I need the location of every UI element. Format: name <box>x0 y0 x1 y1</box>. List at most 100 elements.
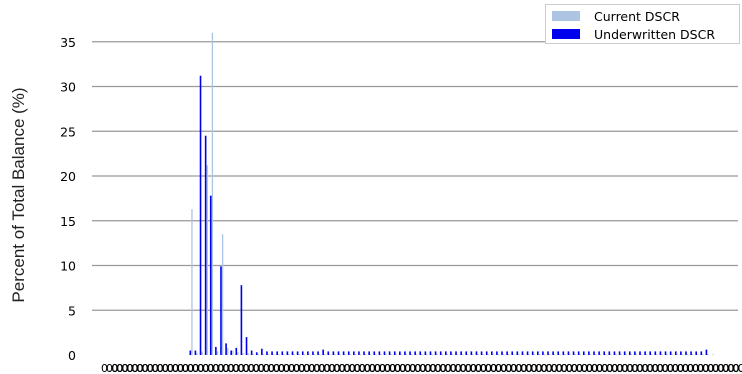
x-tick-label: 0.0 <box>712 362 730 374</box>
x-tick-label: 0.0 <box>328 362 346 374</box>
bar-current-dscr <box>574 354 576 355</box>
x-tick-label: 0.0 <box>500 362 518 374</box>
bar-current-dscr <box>518 354 520 355</box>
bar-underwritten-dscr <box>255 352 258 355</box>
x-tick-label: 0.0 <box>490 362 508 374</box>
bar-underwritten-dscr <box>409 351 411 355</box>
x-tick-label: 0.0 <box>636 362 654 374</box>
x-tick-label: 0.0 <box>439 362 457 374</box>
y-tick-label: 30 <box>60 80 76 95</box>
bar-current-dscr <box>579 354 581 355</box>
bar-current-dscr <box>538 354 541 355</box>
bar-current-dscr <box>334 354 336 355</box>
bar-underwritten-dscr <box>439 351 442 355</box>
bar-current-dscr <box>554 354 556 355</box>
bar-current-dscr <box>196 353 198 355</box>
bar-underwritten-dscr <box>194 350 197 355</box>
bar-underwritten-dscr <box>567 351 570 355</box>
x-tick-label: 0.0 <box>429 362 447 374</box>
x-tick-label: 0.0 <box>273 362 291 374</box>
bar-underwritten-dscr <box>317 351 319 355</box>
x-tick-label: 0.0 <box>359 362 377 374</box>
bar-underwritten-dscr <box>598 351 600 355</box>
bar-current-dscr <box>354 354 357 355</box>
bar-underwritten-dscr <box>215 346 217 355</box>
bar-underwritten-dscr <box>322 349 324 355</box>
x-tick-label: 0.0 <box>131 362 149 374</box>
bar-current-dscr <box>446 354 449 355</box>
x-tick-label: 0.0 <box>480 362 498 374</box>
x-tick-label: 0.0 <box>268 362 286 374</box>
bar-underwritten-dscr <box>312 351 314 355</box>
x-tick-label: 0.0 <box>162 362 180 374</box>
bar-underwritten-dscr <box>337 351 340 355</box>
bar-current-dscr <box>191 209 193 355</box>
bar-current-dscr <box>247 353 249 355</box>
x-tick-label: 0.0 <box>182 362 200 374</box>
bar-current-dscr <box>692 354 694 355</box>
x-tick-label: 0.0 <box>343 362 361 374</box>
bar-current-dscr <box>257 354 260 355</box>
bar-underwritten-dscr <box>450 351 452 355</box>
bar-current-dscr <box>559 354 561 355</box>
x-tick-label: 0.0 <box>657 362 675 374</box>
bar-current-dscr <box>702 354 704 355</box>
x-tick-label: 0.0 <box>136 362 154 374</box>
x-tick-label: 0.0 <box>424 362 442 374</box>
bar-current-dscr <box>610 354 612 355</box>
x-tick-label: 0.0 <box>662 362 680 374</box>
bar-current-dscr <box>451 354 454 355</box>
bar-current-dscr <box>411 354 413 355</box>
bar-underwritten-dscr <box>491 351 493 355</box>
bar-underwritten-dscr <box>368 351 370 355</box>
bar-underwritten-dscr <box>353 351 355 355</box>
x-tick-label: 0.0 <box>404 362 422 374</box>
bar-current-dscr <box>436 354 438 355</box>
bar-current-dscr <box>492 354 495 355</box>
x-tick-label: 0.0 <box>303 362 321 374</box>
bar-current-dscr <box>319 354 321 355</box>
bar-current-dscr <box>589 354 592 355</box>
x-tick-label: 0.0 <box>556 362 574 374</box>
bar-current-dscr <box>666 354 668 355</box>
bar-underwritten-dscr <box>480 351 483 355</box>
bar-current-dscr <box>262 354 265 355</box>
x-tick-label: 0.0 <box>389 362 407 374</box>
x-tick-label: 0.0 <box>323 362 341 374</box>
x-tick-label: 0.0 <box>152 362 170 374</box>
bar-current-dscr <box>497 354 500 355</box>
y-tick-label: 5 <box>68 303 76 318</box>
x-tick-label: 0.0 <box>283 362 301 374</box>
bar-underwritten-dscr <box>347 351 350 355</box>
bar-underwritten-dscr <box>465 351 468 355</box>
x-tick-label: 0.0 <box>545 362 563 374</box>
x-tick-label: 0.0 <box>444 362 462 374</box>
bar-underwritten-dscr <box>266 351 268 355</box>
bar-current-dscr <box>278 354 280 355</box>
x-tick-label: 0.0 <box>237 362 255 374</box>
bar-current-dscr <box>232 350 234 355</box>
bar-current-dscr <box>395 354 398 355</box>
x-tick-label: 0.0 <box>460 362 478 374</box>
x-tick-label: 0.0 <box>540 362 558 374</box>
bar-current-dscr <box>620 354 622 355</box>
bar-current-dscr <box>313 354 316 355</box>
x-tick-label: 0.0 <box>263 362 281 374</box>
bar-underwritten-dscr <box>475 351 478 355</box>
bar-underwritten-dscr <box>373 351 376 355</box>
bar-underwritten-dscr <box>235 347 238 355</box>
y-tick-label: 15 <box>60 214 76 229</box>
x-tick-label: 0.0 <box>207 362 225 374</box>
bar-underwritten-dscr <box>281 351 284 355</box>
x-tick-label: 0.0 <box>379 362 397 374</box>
bar-underwritten-dscr <box>506 351 508 355</box>
x-tick-label: 0.0 <box>520 362 538 374</box>
x-tick-label: 0.0 <box>247 362 265 374</box>
bar-underwritten-dscr <box>301 351 304 355</box>
x-tick-label: 0.0 <box>338 362 356 374</box>
bar-underwritten-dscr <box>542 351 544 355</box>
x-tick-label: 0.0 <box>672 362 690 374</box>
bar-current-dscr <box>431 354 433 355</box>
x-tick-label: 0.0 <box>369 362 387 374</box>
x-tick-label: 0.0 <box>495 362 513 374</box>
